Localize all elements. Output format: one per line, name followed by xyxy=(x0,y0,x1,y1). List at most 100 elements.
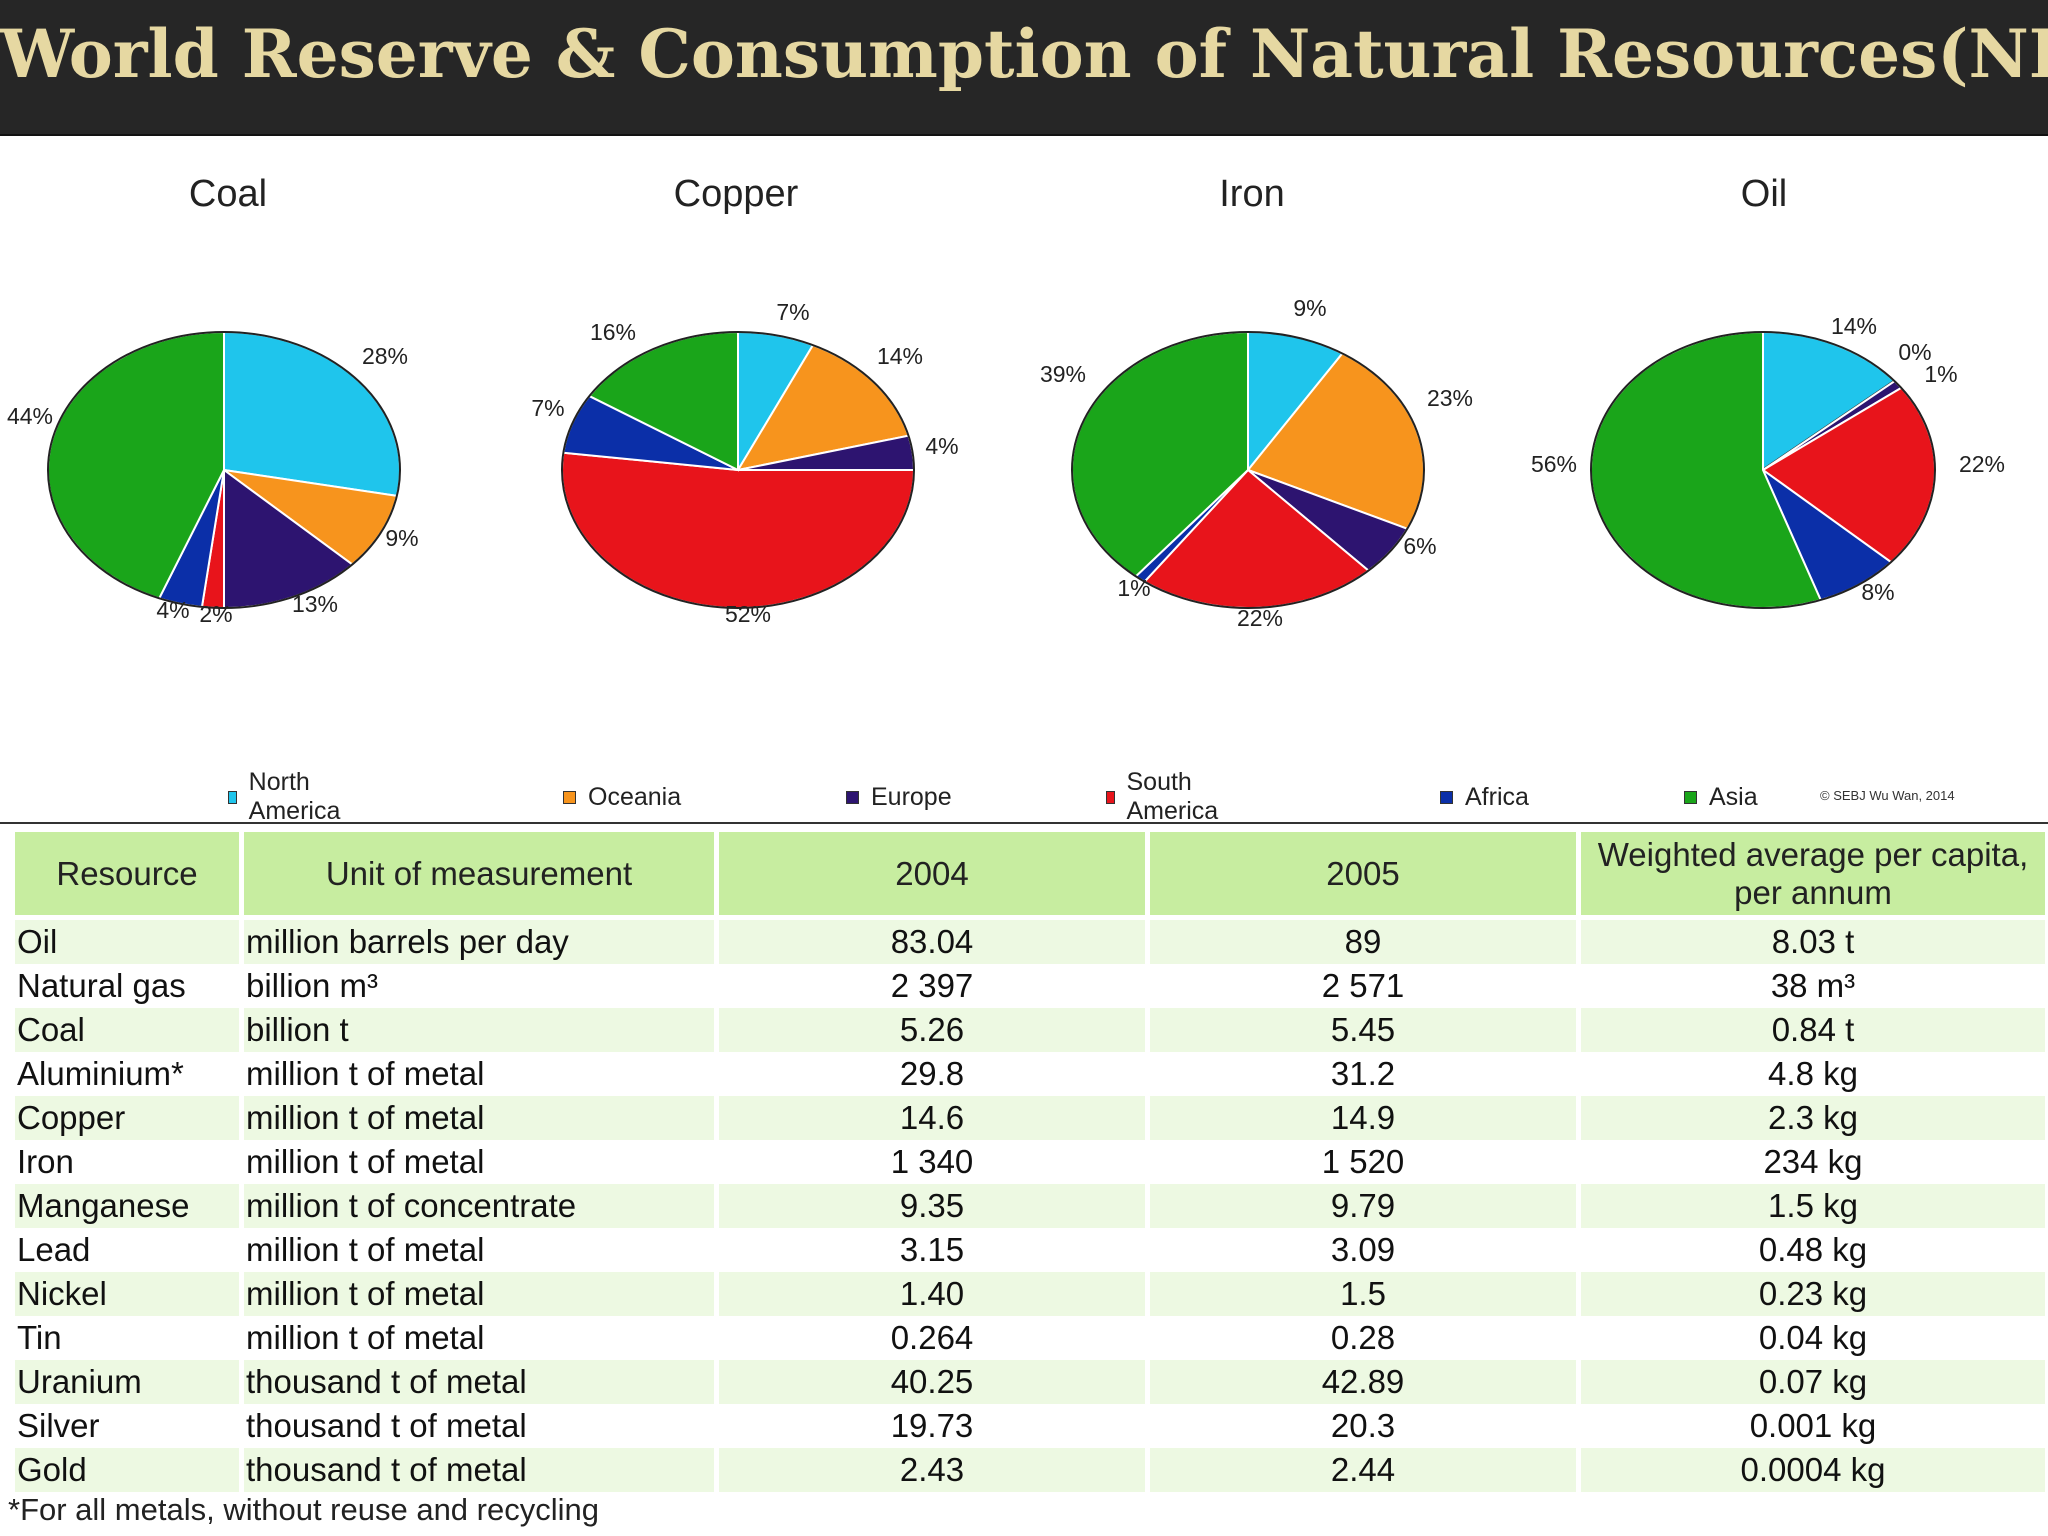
table-cell: 14.6 xyxy=(719,1096,1145,1140)
table-header-row: Resource Unit of measurement 2004 2005 Weigh… xyxy=(15,832,2045,920)
coal-label-asia: 44% xyxy=(7,403,53,429)
table-cell: 0.84 t xyxy=(1581,1008,2045,1052)
table-cell: Silver xyxy=(15,1404,239,1448)
table-cell: 89 xyxy=(1150,920,1576,964)
table-row: Oil million barrels per day 83.04 89 8.03 t xyxy=(15,920,2045,964)
coal-label-south-america: 2% xyxy=(199,601,232,627)
table-cell: million t of metal xyxy=(244,1272,714,1316)
table-cell: 31.2 xyxy=(1150,1052,1576,1096)
table-cell: 40.25 xyxy=(719,1360,1145,1404)
copper-pie-title: Copper xyxy=(674,173,799,215)
table-cell: Lead xyxy=(15,1228,239,1272)
iron-pie-title: Iron xyxy=(1219,173,1284,215)
table-cell: 0.264 xyxy=(719,1316,1145,1360)
table-cell: 0.07 kg xyxy=(1581,1360,2045,1404)
pie-charts: Coal28%9%13%2%4%44%Copper7%14%4%52%7%16%… xyxy=(7,173,2005,631)
table-cell: Tin xyxy=(15,1316,239,1360)
legend-item-asia: Asia xyxy=(1684,782,1758,812)
table-cell: 0.001 kg xyxy=(1581,1404,2045,1448)
oil-label-europe: 1% xyxy=(1924,361,1957,387)
table-cell: Aluminium* xyxy=(15,1052,239,1096)
oil-pie-title: Oil xyxy=(1741,173,1787,215)
table-row: Lead million t of metal 3.15 3.09 0.48 kg xyxy=(15,1228,2045,1272)
legend-swatch xyxy=(846,790,859,804)
table-cell: billion m³ xyxy=(244,964,714,1008)
table-row: Coal billion t 5.26 5.45 0.84 t xyxy=(15,1008,2045,1052)
table-cell: 2 571 xyxy=(1150,964,1576,1008)
table-cell: 8.03 t xyxy=(1581,920,2045,964)
legend-label: Africa xyxy=(1465,782,1529,811)
table-row: Nickel million t of metal 1.40 1.5 0.23 kg xyxy=(15,1272,2045,1316)
oil-label-africa: 8% xyxy=(1861,579,1894,605)
legend-label: South America xyxy=(1126,768,1219,825)
coal-pie-title: Coal xyxy=(189,173,267,215)
legend-item-oceania: Oceania xyxy=(563,782,681,812)
iron-label-africa: 1% xyxy=(1117,575,1150,601)
table-cell: million barrels per day xyxy=(244,920,714,964)
table-cell: Copper xyxy=(15,1096,239,1140)
legend-item-europe: Europe xyxy=(846,782,952,812)
iron-label-south-america: 22% xyxy=(1237,605,1283,631)
column-header: 2004 xyxy=(719,832,1145,920)
copper-label-asia: 16% xyxy=(590,319,636,345)
coal-pie-outline xyxy=(47,331,401,609)
table-cell: 3.09 xyxy=(1150,1228,1576,1272)
table-cell: 38 m³ xyxy=(1581,964,2045,1008)
table-row: Silver thousand t of metal 19.73 20.3 0.001 … xyxy=(15,1404,2045,1448)
table-cell: 2.44 xyxy=(1150,1448,1576,1492)
table-cell: Gold xyxy=(15,1448,239,1492)
copper-label-south-america: 52% xyxy=(725,601,771,627)
table-cell: thousand t of metal xyxy=(244,1360,714,1404)
legend-item-south-america: South America xyxy=(1106,768,1223,825)
column-header: Resource xyxy=(15,832,239,920)
table-header: Resource Unit of measurement 2004 2005 Weigh… xyxy=(15,832,2045,920)
table-cell: 9.35 xyxy=(719,1184,1145,1228)
oil-label-south-america: 22% xyxy=(1959,451,2005,477)
legend-swatch xyxy=(1106,790,1115,804)
table-cell: 234 kg xyxy=(1581,1140,2045,1184)
table-cell: million t of metal xyxy=(244,1096,714,1140)
table-cell: 1.40 xyxy=(719,1272,1145,1316)
table-cell: 1.5 kg xyxy=(1581,1184,2045,1228)
table-cell: 4.8 kg xyxy=(1581,1052,2045,1096)
table-cell: Nickel xyxy=(15,1272,239,1316)
table-cell: Uranium xyxy=(15,1360,239,1404)
section-divider xyxy=(0,822,2048,824)
legend-swatch xyxy=(1684,790,1697,804)
table-cell: Natural gas xyxy=(15,964,239,1008)
table-row: Tin million t of metal 0.264 0.28 0.04 kg xyxy=(15,1316,2045,1360)
table-cell: 0.23 kg xyxy=(1581,1272,2045,1316)
table-cell: billion t xyxy=(244,1008,714,1052)
iron-label-north-america: 9% xyxy=(1293,295,1326,321)
copper-label-europe: 4% xyxy=(925,433,958,459)
column-header: 2005 xyxy=(1150,832,1576,920)
table-cell: 3.15 xyxy=(719,1228,1145,1272)
table-cell: 20.3 xyxy=(1150,1404,1576,1448)
oil-label-north-america: 14% xyxy=(1831,313,1877,339)
table-cell: 2.3 kg xyxy=(1581,1096,2045,1140)
copper-label-oceania: 14% xyxy=(877,343,923,369)
table-cell: 29.8 xyxy=(719,1052,1145,1096)
copper-slice-south-america xyxy=(561,451,916,609)
table-cell: 5.26 xyxy=(719,1008,1145,1052)
legend-swatch xyxy=(563,790,576,804)
table-cell: thousand t of metal xyxy=(244,1448,714,1492)
page-title: World Reserve & Consumption of Natural R… xyxy=(0,15,2048,93)
copper-label-africa: 7% xyxy=(531,395,564,421)
table-cell: 1 340 xyxy=(719,1140,1145,1184)
table-cell: million t of metal xyxy=(244,1316,714,1360)
table-cell: 42.89 xyxy=(1150,1360,1576,1404)
table-cell: million t of metal xyxy=(244,1228,714,1272)
table-cell: 83.04 xyxy=(719,920,1145,964)
legend-label: Asia xyxy=(1709,782,1758,811)
column-header: Unit of measurement xyxy=(244,832,714,920)
legend-item-africa: Africa xyxy=(1440,782,1529,812)
table-row: Natural gas billion m³ 2 397 2 571 38 m³ xyxy=(15,964,2045,1008)
table-cell: 19.73 xyxy=(719,1404,1145,1448)
iron-label-asia: 39% xyxy=(1040,361,1086,387)
table-cell: million t of concentrate xyxy=(244,1184,714,1228)
table-cell: 0.48 kg xyxy=(1581,1228,2045,1272)
table-cell: 9.79 xyxy=(1150,1184,1576,1228)
iron-pie-outline xyxy=(1071,331,1425,609)
